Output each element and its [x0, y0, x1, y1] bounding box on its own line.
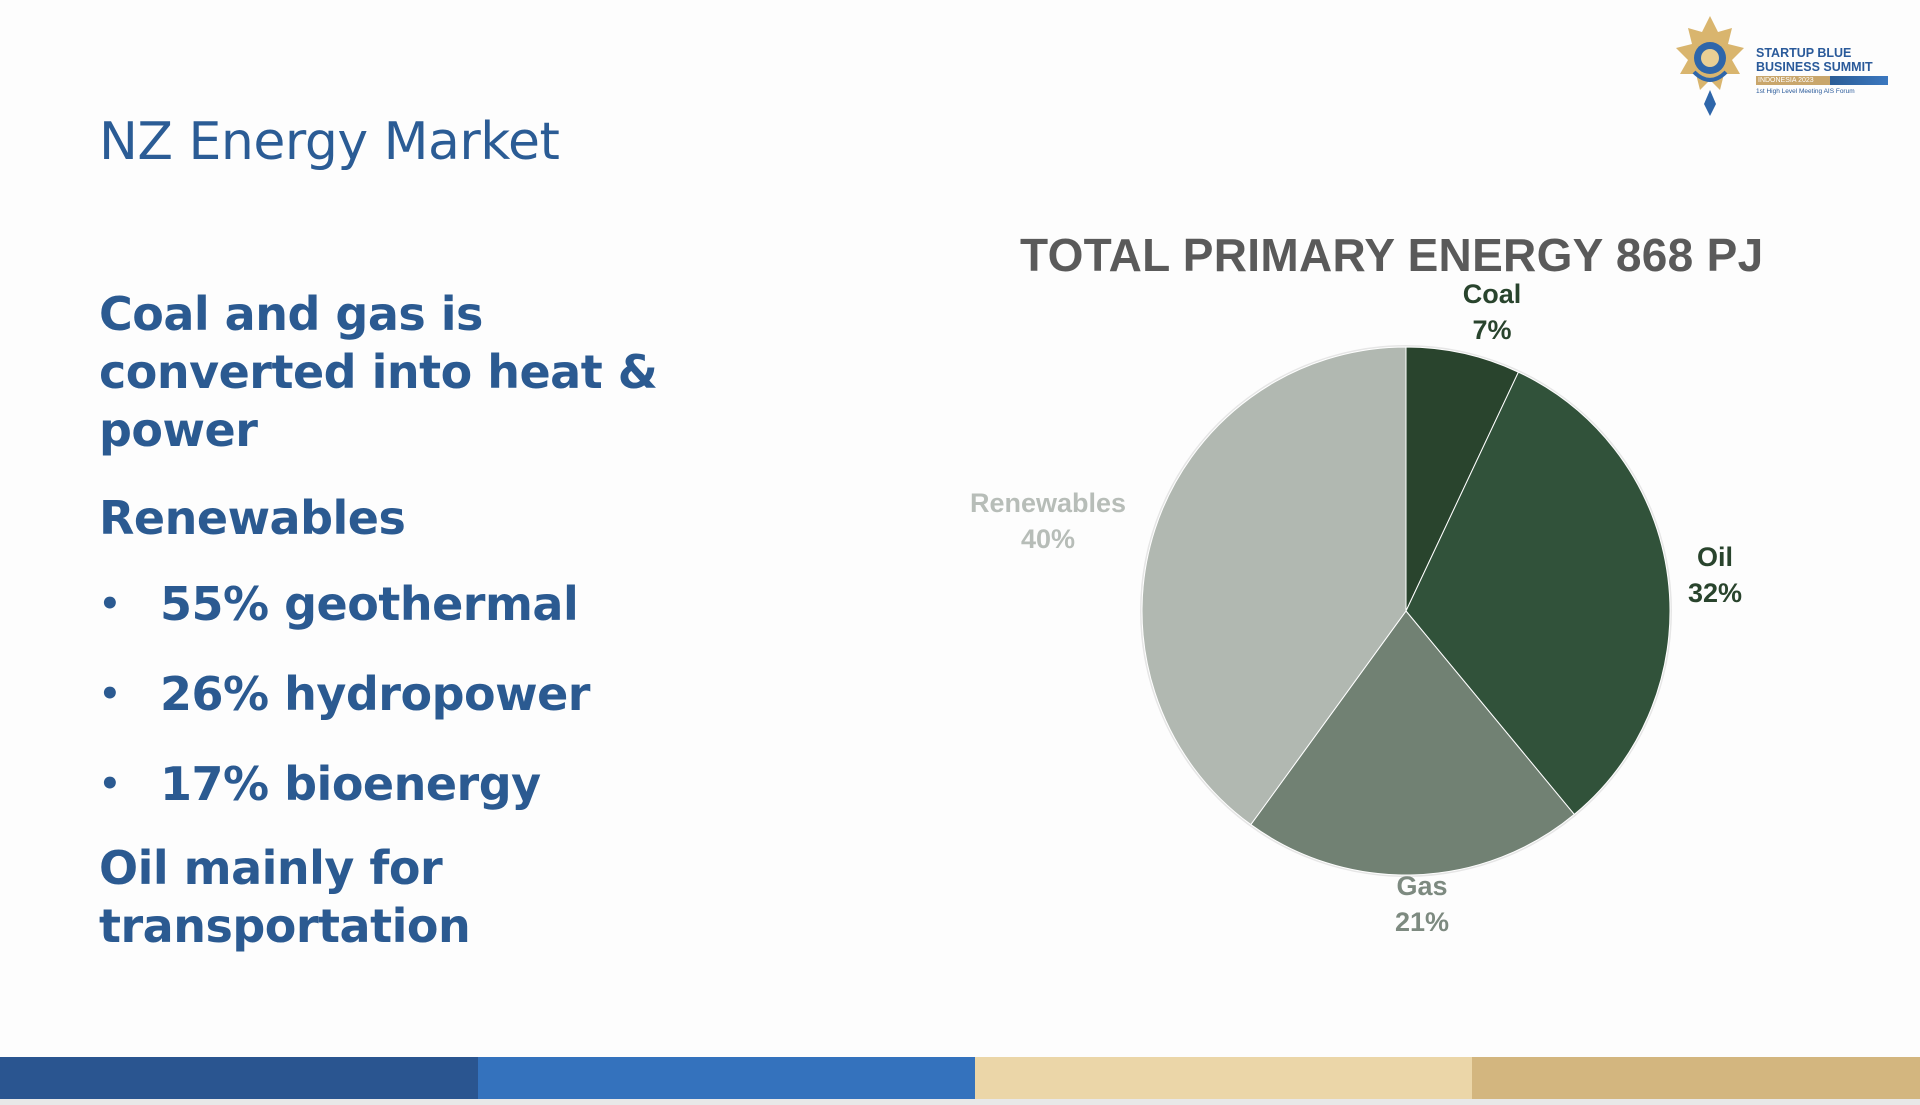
slice-label-value-coal: 7%: [1472, 315, 1511, 345]
footer-base: [0, 1099, 1920, 1105]
page-title: NZ Energy Market: [99, 112, 560, 172]
logo-band-label: INDONESIA 2023: [1756, 76, 1830, 85]
logo-line-3: 1st High Level Meeting AIS Forum: [1756, 88, 1855, 95]
bullet-text: 55% geothermal: [160, 577, 579, 631]
pie-slice-gas: [1250, 610, 1575, 876]
footer-bar: [0, 1057, 1920, 1099]
bullet-text: 26% hydropower: [160, 667, 590, 721]
paragraph-oil: Oil mainly for transportation: [99, 841, 471, 953]
renewables-list: • 55% geothermal • 26% hydropower • 17% bio…: [99, 575, 699, 813]
ornament-logo-icon: [1676, 16, 1744, 116]
footer-segment: [1472, 1057, 1920, 1099]
bullet-dot: •: [99, 584, 121, 624]
list-item: • 26% hydropower: [99, 665, 699, 723]
bullet-text: 17% bioenergy: [160, 757, 541, 811]
chart-title: TOTAL PRIMARY ENERGY 868 PJ: [1020, 229, 1764, 281]
pie-slice-renewables: [1141, 346, 1407, 826]
logo-text: STARTUP BLUE BUSINESS SUMMIT INDONESIA 2…: [1756, 46, 1906, 95]
pie-slice-oil: [1405, 371, 1671, 816]
slice-label-value-gas: 21%: [1395, 907, 1449, 937]
slice-label-name-coal: Coal: [1463, 279, 1522, 309]
logo-band: INDONESIA 2023: [1756, 76, 1888, 85]
paragraph-coal-gas: Coal and gas is converted into heat & po…: [99, 287, 658, 457]
list-item: • 17% bioenergy: [99, 755, 699, 813]
footer-segment: [478, 1057, 975, 1099]
slice-label-name-gas: Gas: [1396, 871, 1447, 901]
logo-band-stripe: [1830, 76, 1888, 85]
slice-label-value-oil: 32%: [1688, 578, 1742, 608]
slice-label-name-renewables: Renewables: [970, 488, 1126, 518]
slice-label-value-renewables: 40%: [1021, 524, 1075, 554]
bullet-dot: •: [99, 764, 121, 804]
logo-line-1: STARTUP BLUE: [1756, 46, 1852, 60]
summit-logo: STARTUP BLUE BUSINESS SUMMIT INDONESIA 2…: [1670, 14, 1910, 119]
slice-label-name-oil: Oil: [1697, 542, 1733, 572]
bullet-dot: •: [99, 674, 121, 714]
logo-line-2: BUSINESS SUMMIT: [1756, 60, 1873, 74]
pie-slice-coal: [1405, 346, 1520, 612]
footer-segment: [975, 1057, 1472, 1099]
list-item: • 55% geothermal: [99, 575, 699, 633]
paragraph-renewables: Renewables: [99, 491, 406, 545]
footer-segment: [0, 1057, 478, 1099]
body-text: Coal and gas is converted into heat & po…: [99, 285, 699, 955]
